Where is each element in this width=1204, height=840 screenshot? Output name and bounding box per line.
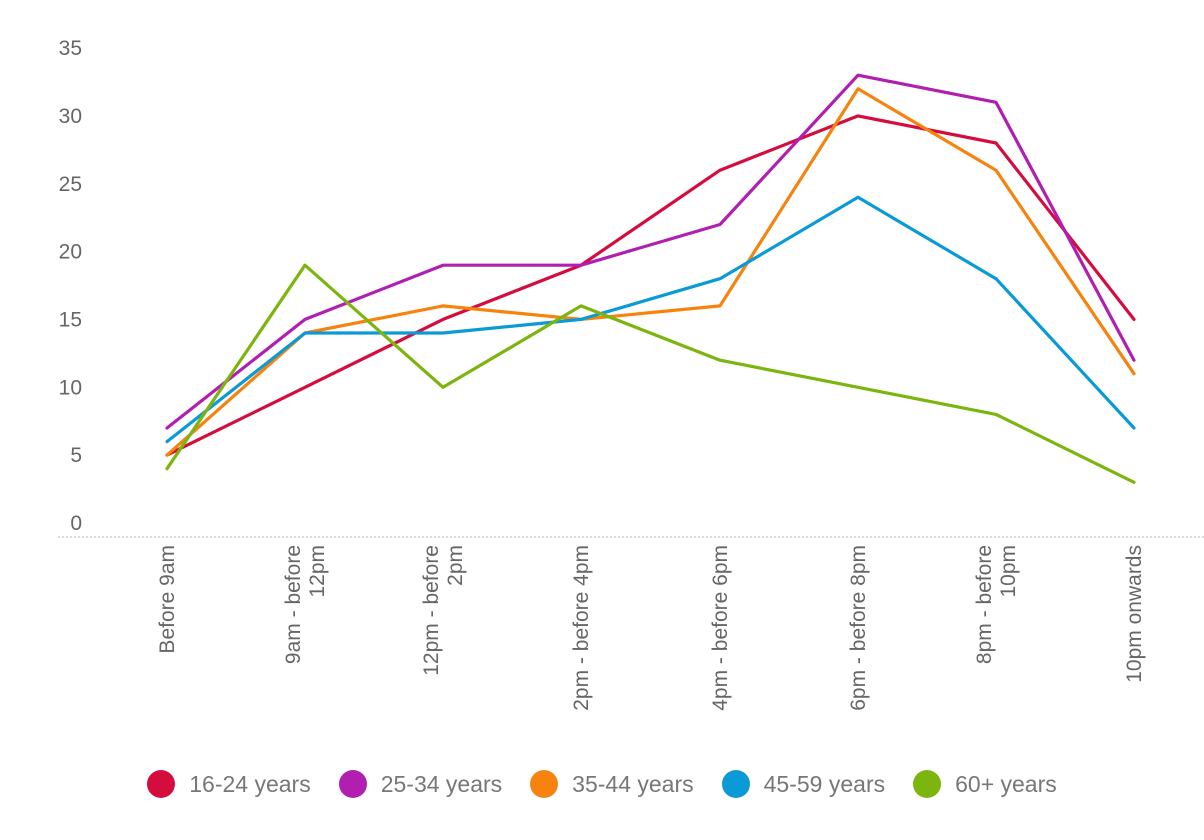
- x-tick-label: 4pm - before 6pm: [709, 545, 732, 711]
- legend-item[interactable]: 25-34 years: [338, 770, 503, 798]
- legend-item[interactable]: 35-44 years: [530, 770, 694, 798]
- legend-label: 35-44 years: [572, 770, 694, 797]
- legend-swatch-icon: [530, 770, 559, 798]
- x-tick-label: 2pm - before 4pm: [570, 545, 593, 711]
- svg-text:10pm: 10pm: [997, 545, 1020, 598]
- y-tick-label: 25: [59, 173, 82, 196]
- svg-text:12pm - before: 12pm - before: [420, 545, 443, 676]
- legend-label: 45-59 years: [763, 770, 886, 797]
- x-tick-label: 6pm - before 8pm: [847, 545, 870, 711]
- series-line-35-44-years: [165, 87, 1136, 457]
- y-tick-label: 35: [59, 37, 82, 60]
- x-tick-label: Before 9am: [156, 545, 179, 654]
- svg-text:2pm: 2pm: [444, 545, 467, 586]
- legend-item[interactable]: 16-24 years: [147, 770, 311, 798]
- series-line-45-59-years: [165, 195, 1136, 444]
- x-tick-label: 12pm - before 2pm: [420, 545, 467, 676]
- y-tick-label: 5: [70, 444, 82, 467]
- svg-text:2pm - before 4pm: 2pm - before 4pm: [570, 545, 593, 711]
- legend-item[interactable]: 60+ years: [913, 770, 1057, 798]
- series-line-25-34-years: [165, 73, 1136, 430]
- y-tick-label: 10: [59, 376, 82, 399]
- svg-text:12pm: 12pm: [306, 545, 329, 598]
- y-axis: 0 5 10 15 20 25 30 35: [59, 37, 82, 535]
- legend-swatch-icon: [913, 770, 942, 798]
- svg-text:6pm - before 8pm: 6pm - before 8pm: [847, 545, 870, 711]
- y-tick-label: 0: [70, 512, 82, 535]
- svg-text:8pm - before: 8pm - before: [973, 545, 996, 664]
- svg-text:9am - before: 9am - before: [282, 545, 305, 664]
- y-tick-label: 30: [59, 105, 82, 128]
- x-tick-label: 8pm - before 10pm: [973, 545, 1020, 664]
- legend-swatch-icon: [338, 770, 367, 798]
- legend-label: 16-24 years: [189, 770, 311, 797]
- series-line-60-years: [165, 263, 1136, 484]
- legend-swatch-icon: [147, 770, 176, 798]
- legend-label: 60+ years: [955, 770, 1057, 797]
- series-line-16-24-years: [165, 114, 1136, 457]
- y-tick-label: 15: [59, 308, 82, 331]
- chart-legend: 16-24 years 25-34 years 35-44 years 45-59 y…: [0, 764, 1204, 804]
- x-axis: Before 9am 9am - before 12pm 12pm - before 2…: [156, 545, 1146, 711]
- legend-label: 25-34 years: [380, 770, 503, 797]
- svg-text:10pm onwards: 10pm onwards: [1123, 545, 1146, 683]
- x-tick-label: 9am - before 12pm: [282, 545, 329, 664]
- series-lines: [165, 73, 1136, 484]
- legend-swatch-icon: [721, 770, 750, 798]
- svg-text:Before 9am: Before 9am: [156, 545, 179, 654]
- legend-item[interactable]: 45-59 years: [721, 770, 886, 798]
- svg-text:4pm - before 6pm: 4pm - before 6pm: [709, 545, 732, 711]
- x-tick-label: 10pm onwards: [1123, 545, 1146, 683]
- y-tick-label: 20: [59, 241, 82, 264]
